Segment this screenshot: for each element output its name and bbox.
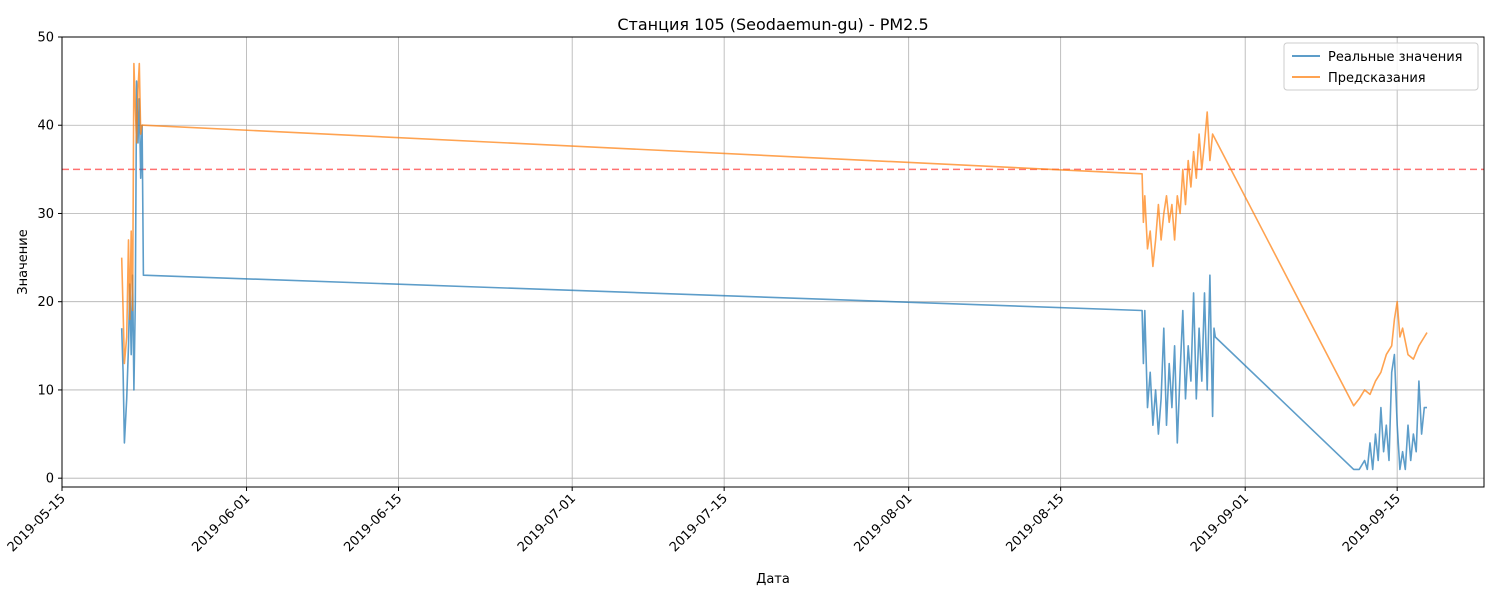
legend-box (1283, 42, 1479, 91)
legend-label-predicted: Предсказания (1328, 71, 1426, 86)
legend: Реальные значения Предсказания (1283, 42, 1479, 91)
y-axis-ticks: 0 10 20 30 40 50 (37, 31, 62, 487)
x-axis-label: Дата (756, 572, 790, 587)
series-line-predicted (120, 62, 1428, 407)
series-line-real (120, 80, 1427, 471)
y-tick-label: 50 (37, 31, 54, 46)
y-tick-label: 30 (37, 207, 54, 222)
y-tick-label: 40 (37, 119, 54, 134)
y-axis-label: Значение (16, 229, 31, 294)
series-layer (120, 62, 1428, 471)
y-tick-label: 0 (46, 472, 54, 487)
y-tick-label: 10 (37, 383, 54, 398)
legend-label-real: Реальные значения (1328, 50, 1463, 65)
plot-frame (61, 36, 1485, 488)
y-tick-label: 20 (37, 295, 54, 310)
chart-title: Станция 105 (Seodaemun-gu) - PM2.5 (617, 15, 928, 34)
